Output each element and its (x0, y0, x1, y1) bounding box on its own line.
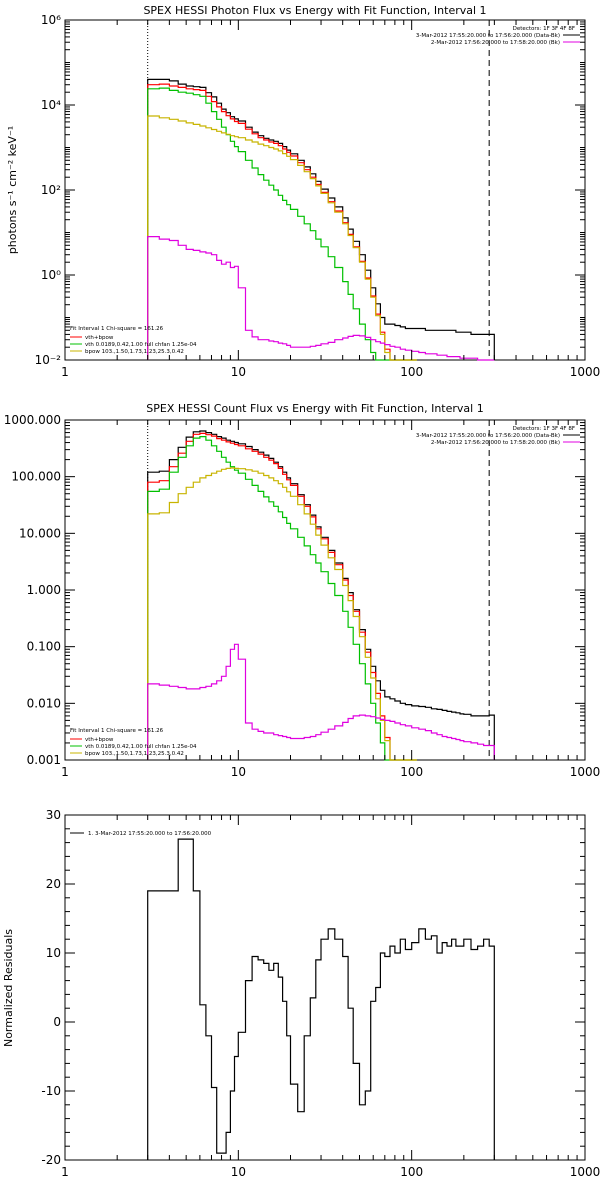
legend-vth-2: vth 0.0189,0.42,1.00 full chfan 1.25e-04 (85, 744, 197, 750)
y-tick-label: 0 (53, 1015, 61, 1029)
photon-flux-y-label: photons s⁻¹ cm⁻² keV⁻¹ (6, 126, 19, 254)
legend-fit-interval-2: Fit Interval 1 Chi-square = 161.26 (70, 728, 164, 734)
x-tick-label: 10 (231, 365, 246, 379)
x-tick-label: 10 (231, 765, 246, 779)
photon-flux-panel: SPEX HESSI Photon Flux vs Energy with Fi… (6, 4, 600, 379)
count-flux-legend-topright: Detectors: 1F 3F 4F 8F 3-Mar-2012 17:55:… (416, 426, 580, 446)
series-line-5 (147, 236, 495, 361)
series-line-5 (147, 643, 495, 760)
y-tick-label: -10 (41, 1084, 61, 1098)
y-tick-label: -20 (41, 1153, 61, 1167)
x-tick-label: 100 (400, 1165, 423, 1179)
y-tick-label: 10⁰ (41, 268, 61, 282)
photon-flux-plot-area (64, 19, 586, 361)
legend-bk-interval: 2-Mar-2012 17:56:20.000 to 17:58:20.000 … (431, 40, 560, 46)
series-line-4 (147, 467, 417, 761)
x-tick-label: 10 (231, 1165, 246, 1179)
x-tick-label: 1000 (570, 765, 600, 779)
legend-bpow: bpow 103.,1.50,1.73,1.23,25.3,0.42 (85, 349, 184, 355)
y-tick-label: 0.001 (27, 753, 61, 767)
residuals-legend: 1. 3-Mar-2012 17:55:20.000 to 17:56:20.0… (70, 831, 212, 837)
y-tick-label: 10 (46, 946, 61, 960)
photon-flux-legend-bottomleft: Fit Interval 1 Chi-square = 161.26 vth+b… (70, 326, 197, 355)
legend-data-interval: 3-Mar-2012 17:55:20.000 to 17:56:20.000 … (416, 33, 560, 39)
residuals-plot-area (64, 814, 586, 1161)
count-flux-title: SPEX HESSI Count Flux vs Energy with Fit… (146, 402, 483, 415)
legend-vth-bpow: vth+bpow (85, 335, 114, 341)
x-tick-label: 1000 (570, 1165, 600, 1179)
x-tick-label: 1000 (570, 365, 600, 379)
y-tick-label: 30 (46, 808, 61, 822)
x-tick-label: 100 (400, 765, 423, 779)
series-line-2 (147, 432, 417, 761)
count-flux-legend-bottomleft: Fit Interval 1 Chi-square = 161.26 vth+b… (70, 728, 197, 757)
count-flux-plot-area (64, 419, 586, 761)
y-tick-label: 0.010 (27, 696, 61, 710)
y-tick-label: 10⁴ (41, 98, 61, 112)
residuals-panel: 1 10 100 1000 -20 -10 0 10 20 30 Normalized Resid… (2, 808, 600, 1179)
y-tick-label: 20 (46, 877, 61, 891)
legend-vth: vth 0.0189,0.42,1.00 full chfan 1.25e-04 (85, 342, 197, 348)
series-line-3 (147, 87, 417, 361)
legend-bk-interval-2: 2-Mar-2012 17:56:20.000 to 17:58:20.000 … (431, 440, 560, 446)
photon-flux-legend-topright: Detectors: 1F 3F 4F 8F 3-Mar-2012 17:55:… (416, 26, 580, 46)
series-line-2 (147, 83, 417, 361)
legend-data-interval-2: 3-Mar-2012 17:55:20.000 to 17:56:20.000 … (416, 433, 560, 439)
x-tick-label: 1 (61, 1165, 69, 1179)
photon-flux-title: SPEX HESSI Photon Flux vs Energy with Fi… (143, 4, 486, 17)
legend-detectors: Detectors: 1F 3F 4F 8F (513, 26, 575, 32)
residuals-legend-label: 1. 3-Mar-2012 17:55:20.000 to 17:56:20.0… (88, 831, 212, 837)
series-line-1 (147, 838, 495, 1160)
count-flux-panel: SPEX HESSI Count Flux vs Energy with Fit… (4, 402, 600, 779)
residuals-y-label: Normalized Residuals (2, 929, 15, 1047)
legend-detectors-2: Detectors: 1F 3F 4F 8F (513, 426, 575, 432)
x-tick-label: 1 (61, 365, 69, 379)
series-line-3 (147, 436, 417, 761)
legend-vth-bpow-2: vth+bpow (85, 737, 114, 743)
y-tick-label: 100.000 (11, 470, 61, 484)
y-tick-label: 10.000 (19, 526, 61, 540)
y-tick-label: 1.000 (27, 583, 61, 597)
legend-bpow-2: bpow 103.,1.50,1.73,1.23,25.3,0.42 (85, 751, 184, 757)
y-tick-label: 10⁻² (35, 353, 62, 367)
y-tick-label: 10⁶ (41, 13, 61, 27)
y-tick-label: 0.100 (27, 640, 61, 654)
y-tick-label: 1000.000 (4, 413, 61, 427)
x-tick-label: 1 (61, 765, 69, 779)
series-line-4 (147, 115, 417, 361)
series-line-1 (147, 78, 495, 360)
legend-fit-interval: Fit Interval 1 Chi-square = 161.26 (70, 326, 164, 332)
series-line-1 (147, 430, 495, 760)
x-tick-label: 100 (400, 365, 423, 379)
y-tick-label: 10² (41, 183, 61, 197)
